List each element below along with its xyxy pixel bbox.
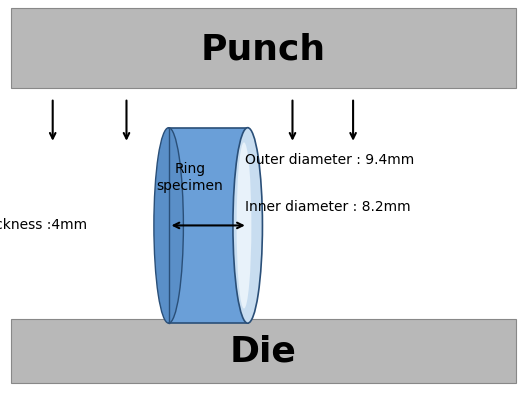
- Text: Punch: Punch: [201, 33, 326, 67]
- Text: Thickness :4mm: Thickness :4mm: [0, 218, 87, 233]
- Ellipse shape: [154, 128, 183, 323]
- Bar: [11, 319, 516, 383]
- Bar: [11, 8, 516, 88]
- Text: Outer diameter : 9.4mm: Outer diameter : 9.4mm: [245, 152, 414, 167]
- Bar: [169, 128, 248, 323]
- Text: Ring
specimen: Ring specimen: [157, 162, 223, 193]
- Text: Die: Die: [230, 334, 297, 368]
- Text: Inner diameter : 8.2mm: Inner diameter : 8.2mm: [245, 200, 411, 215]
- Ellipse shape: [233, 128, 262, 323]
- Ellipse shape: [237, 142, 251, 308]
